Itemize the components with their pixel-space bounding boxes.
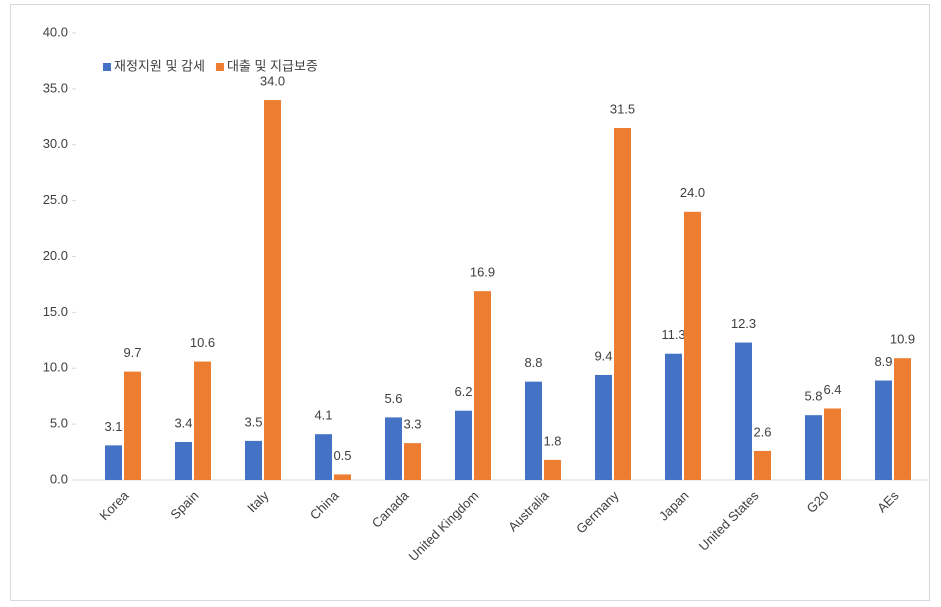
value-label: 3.4 <box>174 415 192 430</box>
y-tick-label: 10.0 <box>43 360 68 375</box>
value-label: 6.4 <box>823 382 841 397</box>
value-label: 3.1 <box>104 419 122 434</box>
value-label: 5.8 <box>804 389 822 404</box>
bar <box>754 450 771 480</box>
bar <box>404 443 421 480</box>
value-label: 4.1 <box>314 408 332 423</box>
bar <box>455 410 472 480</box>
legend-label: 재정지원 및 감세 <box>114 58 205 73</box>
y-tick-label: 25.0 <box>43 192 68 207</box>
value-label: 1.8 <box>543 433 561 448</box>
y-tick-label: 5.0 <box>50 416 68 431</box>
bar <box>315 434 332 480</box>
value-label: 3.3 <box>403 417 421 432</box>
value-label: 3.5 <box>244 414 262 429</box>
value-label: 10.9 <box>890 332 915 347</box>
y-tick-label: 30.0 <box>43 136 68 151</box>
y-tick-label: 15.0 <box>43 304 68 319</box>
bar <box>175 442 192 480</box>
y-tick-label: 40.0 <box>43 24 68 39</box>
bar <box>805 415 822 480</box>
value-label: 9.4 <box>594 348 612 363</box>
value-label: 24.0 <box>680 185 705 200</box>
value-label: 31.5 <box>610 101 635 116</box>
legend-swatch <box>103 63 111 71</box>
bar <box>665 353 682 480</box>
value-label: 34.0 <box>260 73 285 88</box>
bar <box>875 380 892 480</box>
bar <box>124 371 141 480</box>
bar <box>264 100 281 481</box>
bar <box>385 417 402 480</box>
bar <box>194 361 211 480</box>
value-label: 5.6 <box>384 391 402 406</box>
bar <box>334 474 351 480</box>
value-label: 2.6 <box>753 424 771 439</box>
legend-swatch <box>215 63 224 71</box>
bar <box>595 374 612 480</box>
value-label: 9.7 <box>123 345 141 360</box>
value-label: 8.8 <box>524 355 542 370</box>
bar <box>544 459 561 480</box>
bar <box>474 291 491 480</box>
chart-border <box>10 4 930 601</box>
bar <box>614 127 631 481</box>
y-tick-label: 20.0 <box>43 248 68 263</box>
bar <box>894 358 911 480</box>
value-label: 6.2 <box>454 384 472 399</box>
y-tick-label: 35.0 <box>43 80 68 95</box>
bar <box>684 211 701 481</box>
legend-label: 대출 및 지급보증 <box>227 58 318 73</box>
bar <box>525 381 542 480</box>
value-label: 10.6 <box>190 335 215 350</box>
bar <box>735 342 752 480</box>
bar <box>824 408 841 480</box>
value-label: 11.3 <box>661 327 685 342</box>
bar <box>105 445 122 480</box>
y-tick-label: 0.0 <box>50 471 68 486</box>
value-label: 12.3 <box>731 316 756 331</box>
value-label: 0.5 <box>333 448 351 463</box>
value-label: 16.9 <box>470 265 495 280</box>
bar <box>245 440 262 480</box>
value-label: 8.9 <box>874 354 892 369</box>
